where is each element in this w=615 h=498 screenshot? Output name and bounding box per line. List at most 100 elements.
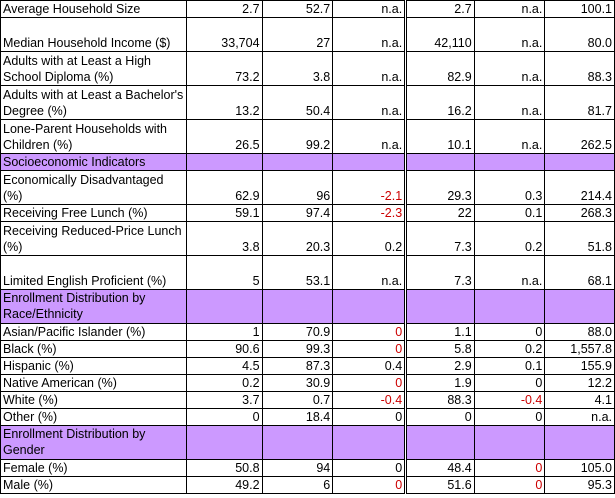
table-cell: 0.1 <box>473 204 546 222</box>
table-cell: 80.0 <box>544 17 615 52</box>
section-title: Enrollment Distribution by Gender <box>0 425 188 460</box>
table-cell: 73.2 <box>186 51 263 86</box>
table-row: Receiving Reduced-Price Lunch (%) 3.8 20.3… <box>0 221 615 256</box>
table-cell: 3.7 <box>186 391 263 409</box>
table-cell: 0.2 <box>332 221 407 256</box>
row-label: Native American (%) <box>0 374 188 392</box>
table-cell: 68.1 <box>544 255 615 290</box>
table-cell: n.a. <box>473 85 546 120</box>
table-row: White (%) 3.7 0.7 -0.4 88.3 -0.4 4.1 <box>0 391 615 409</box>
table-row: Economically Disadvantaged (%) 62.9 96 -2.1… <box>0 170 615 205</box>
table-cell: 52.7 <box>261 0 334 18</box>
table-row: Female (%) 50.8 94 0 48.4 0 105.0 <box>0 459 615 477</box>
row-label: Average Household Size <box>0 0 188 18</box>
table-cell: 2.7 <box>404 0 475 18</box>
row-label: Adults with at Least a High School Diplo… <box>0 51 188 86</box>
table-cell: 30.9 <box>261 374 334 392</box>
table-cell <box>186 153 263 171</box>
table-cell: 268.3 <box>544 204 615 222</box>
table-cell: 20.3 <box>261 221 334 256</box>
table-cell: 88.3 <box>544 51 615 86</box>
table-cell: 59.1 <box>186 204 263 222</box>
row-label: Receiving Reduced-Price Lunch (%) <box>0 221 188 256</box>
table-row: Limited English Proficient (%) 5 53.1 n.a. 7… <box>0 255 615 290</box>
table-cell: 42,110 <box>404 17 475 52</box>
table-cell: 4.5 <box>186 357 263 375</box>
table-cell <box>261 153 334 171</box>
table-cell: 51.8 <box>544 221 615 256</box>
section-header-row: Socioeconomic Indicators <box>0 153 615 171</box>
table-cell: 88.0 <box>544 323 615 341</box>
table-row: Black (%) 90.6 99.3 0 5.8 0.2 1,557.8 <box>0 340 615 358</box>
table-cell: 5 <box>186 255 263 290</box>
table-cell: 0 <box>404 408 475 426</box>
table-cell: 94 <box>261 459 334 477</box>
table-cell: n.a. <box>473 51 546 86</box>
table-cell: 50.4 <box>261 85 334 120</box>
row-label: Hispanic (%) <box>0 357 188 375</box>
table-cell: 0 <box>332 374 407 392</box>
table-row: Hispanic (%) 4.5 87.3 0.4 2.9 0.1 155.9 <box>0 357 615 375</box>
row-label: Female (%) <box>0 459 188 477</box>
table-cell: 90.6 <box>186 340 263 358</box>
table-cell: 7.3 <box>404 255 475 290</box>
table-row: Average Household Size 2.7 52.7 n.a. 2.7 n.a.… <box>0 0 615 18</box>
row-label: Lone-Parent Households with Children (%) <box>0 119 188 154</box>
table-cell: 18.4 <box>261 408 334 426</box>
table-cell: n.a. <box>332 51 407 86</box>
table-cell: 0 <box>332 476 407 494</box>
table-cell: 0 <box>473 323 546 341</box>
table-cell: 105.0 <box>544 459 615 477</box>
table-cell: 214.4 <box>544 170 615 205</box>
row-label: Median Household Income ($) <box>0 17 188 52</box>
table-cell: 1,557.8 <box>544 340 615 358</box>
table-cell: 0.3 <box>473 170 546 205</box>
table-cell: 0.1 <box>473 357 546 375</box>
row-label: White (%) <box>0 391 188 409</box>
table-cell: -0.4 <box>473 391 546 409</box>
table-row: Median Household Income ($) 33,704 27 n.a. 4… <box>0 17 615 52</box>
table-cell: 0 <box>473 459 546 477</box>
table-cell <box>186 425 263 460</box>
table-cell: 7.3 <box>404 221 475 256</box>
table-cell: 99.2 <box>261 119 334 154</box>
table-cell: 12.2 <box>544 374 615 392</box>
table-cell <box>473 425 546 460</box>
table-row: Receiving Free Lunch (%) 59.1 97.4 -2.3 22 0.… <box>0 204 615 222</box>
table-cell: 0 <box>473 476 546 494</box>
table-cell: n.a. <box>544 408 615 426</box>
table-cell <box>186 289 263 324</box>
table-cell: n.a. <box>332 85 407 120</box>
table-cell: 0 <box>186 408 263 426</box>
table-cell: n.a. <box>332 0 407 18</box>
table-cell: 96 <box>261 170 334 205</box>
table-cell: 4.1 <box>544 391 615 409</box>
table-cell: 3.8 <box>261 51 334 86</box>
table-cell <box>544 289 615 324</box>
table-cell: 95.3 <box>544 476 615 494</box>
table-cell: -2.3 <box>332 204 407 222</box>
section-title: Enrollment Distribution by Race/Ethnicit… <box>0 289 188 324</box>
table-row: Adults with at Least a High School Diplo… <box>0 51 615 86</box>
table-cell <box>261 289 334 324</box>
table-cell: 82.9 <box>404 51 475 86</box>
table-cell <box>404 289 475 324</box>
table-cell: n.a. <box>332 119 407 154</box>
table-cell: 0 <box>332 408 407 426</box>
table-cell: n.a. <box>473 0 546 18</box>
section-header-row: Enrollment Distribution by Gender <box>0 425 615 460</box>
table-cell: 0 <box>473 374 546 392</box>
section-header-row: Enrollment Distribution by Race/Ethnicit… <box>0 289 615 324</box>
table-cell: 262.5 <box>544 119 615 154</box>
table-cell: 26.5 <box>186 119 263 154</box>
table-row: Other (%) 0 18.4 0 0 0 n.a. <box>0 408 615 426</box>
table-cell <box>544 153 615 171</box>
table-row: Male (%) 49.2 6 0 51.6 0 95.3 <box>0 476 615 494</box>
table-cell: 62.9 <box>186 170 263 205</box>
table-cell: 0.2 <box>186 374 263 392</box>
table-cell: 27 <box>261 17 334 52</box>
table-cell: 5.8 <box>404 340 475 358</box>
table-cell: 51.6 <box>404 476 475 494</box>
